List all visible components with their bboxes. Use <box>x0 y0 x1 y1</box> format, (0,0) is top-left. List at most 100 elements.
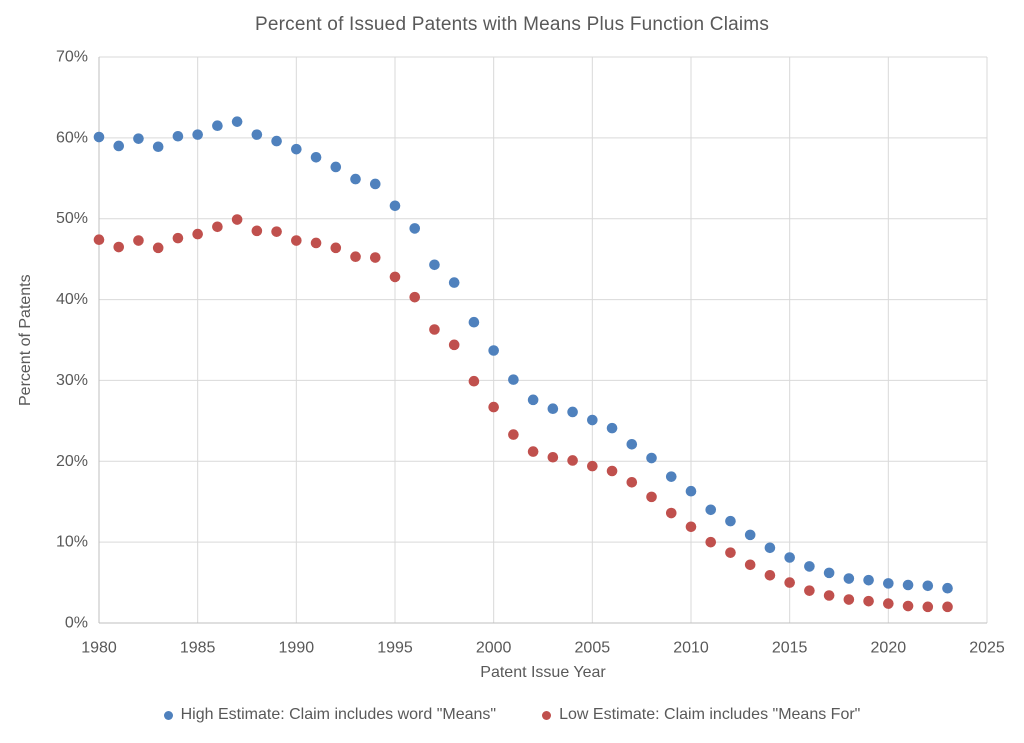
legend-marker-high-icon <box>163 710 173 720</box>
y-tick-label: 10% <box>56 534 88 551</box>
data-point-low-estimate <box>271 226 282 237</box>
data-point-low-estimate <box>468 375 480 387</box>
data-point-low-estimate <box>922 601 934 613</box>
data-point-high-estimate <box>172 130 184 142</box>
data-point-high-estimate <box>251 129 263 140</box>
data-point-low-estimate <box>902 600 914 612</box>
data-point-high-estimate <box>922 580 934 592</box>
y-tick-label: 0% <box>65 615 88 632</box>
x-tick-label: 1980 <box>81 640 117 657</box>
legend-label-low: Low Estimate: Claim includes "Means For" <box>559 706 861 723</box>
data-point-low-estimate <box>883 598 894 609</box>
data-point-low-estimate <box>646 491 657 503</box>
data-point-high-estimate <box>606 422 618 434</box>
data-point-high-estimate <box>409 223 421 234</box>
data-point-high-estimate <box>508 374 519 385</box>
data-point-low-estimate <box>291 235 302 246</box>
data-point-low-estimate <box>409 291 421 303</box>
data-point-high-estimate <box>93 131 105 143</box>
data-point-high-estimate <box>468 316 480 328</box>
x-tick-label: 1990 <box>279 640 315 657</box>
data-point-low-estimate <box>429 324 440 335</box>
data-point-low-estimate <box>725 547 736 558</box>
data-point-low-estimate <box>231 214 243 225</box>
data-point-low-estimate <box>93 234 105 246</box>
data-point-high-estimate <box>330 161 342 173</box>
data-point-low-estimate <box>744 559 756 571</box>
data-point-low-estimate <box>369 252 381 263</box>
data-point-low-estimate <box>508 429 519 440</box>
data-point-low-estimate <box>784 577 795 588</box>
data-point-high-estimate <box>764 542 776 554</box>
y-tick-label: 30% <box>56 372 88 389</box>
x-tick-label: 2000 <box>476 640 512 657</box>
data-point-low-estimate <box>310 237 322 249</box>
data-point-high-estimate <box>784 552 795 563</box>
data-point-high-estimate <box>429 259 440 271</box>
data-point-low-estimate <box>685 521 697 533</box>
data-point-high-estimate <box>883 578 894 589</box>
data-point-high-estimate <box>133 133 144 144</box>
data-point-low-estimate <box>547 451 559 463</box>
x-axis-title: Patent Issue Year <box>480 664 606 681</box>
data-point-low-estimate <box>330 242 342 254</box>
x-tick-label: 2020 <box>871 640 907 657</box>
legend-marker-low-icon <box>542 710 552 720</box>
data-point-high-estimate <box>646 452 657 464</box>
data-point-low-estimate <box>133 235 144 246</box>
data-point-high-estimate <box>547 403 559 415</box>
data-point-low-estimate <box>626 477 638 488</box>
data-point-low-estimate <box>764 569 776 581</box>
data-point-low-estimate <box>251 225 263 237</box>
data-point-high-estimate <box>231 116 243 127</box>
data-point-high-estimate <box>902 579 914 591</box>
data-point-high-estimate <box>310 151 322 163</box>
data-point-high-estimate <box>744 529 756 541</box>
data-point-low-estimate <box>843 594 855 605</box>
legend-item-low-estimate: Low Estimate: Claim includes "Means For" <box>542 706 860 724</box>
data-point-low-estimate <box>389 271 401 283</box>
data-point-high-estimate <box>113 140 125 152</box>
data-point-high-estimate <box>804 561 815 572</box>
data-point-low-estimate <box>113 241 125 253</box>
data-point-high-estimate <box>192 129 203 140</box>
data-point-low-estimate <box>942 601 953 613</box>
data-point-high-estimate <box>291 143 302 155</box>
data-point-high-estimate <box>725 515 736 527</box>
data-point-high-estimate <box>448 277 460 288</box>
data-point-low-estimate <box>804 585 815 596</box>
data-point-high-estimate <box>685 485 697 497</box>
data-point-low-estimate <box>212 221 223 233</box>
legend: High Estimate: Claim includes word "Mean… <box>0 706 1024 724</box>
data-point-low-estimate <box>488 401 499 413</box>
data-point-low-estimate <box>606 465 618 477</box>
data-point-low-estimate <box>192 228 203 240</box>
x-tick-label: 2015 <box>772 640 808 657</box>
data-point-low-estimate <box>587 460 598 472</box>
data-point-high-estimate <box>823 567 835 579</box>
data-point-high-estimate <box>271 135 282 147</box>
data-point-low-estimate <box>863 595 874 607</box>
data-point-high-estimate <box>152 141 164 153</box>
data-point-low-estimate <box>172 232 184 244</box>
x-tick-label: 1985 <box>180 640 216 657</box>
x-tick-label: 2025 <box>969 640 1005 657</box>
data-point-high-estimate <box>843 573 855 584</box>
data-point-high-estimate <box>389 200 401 212</box>
data-point-high-estimate <box>488 345 499 356</box>
data-point-high-estimate <box>942 582 953 594</box>
data-point-high-estimate <box>626 439 638 450</box>
data-point-high-estimate <box>527 394 539 406</box>
x-tick-label: 2010 <box>673 640 709 657</box>
chart-title: Percent of Issued Patents with Means Plu… <box>254 14 770 35</box>
data-point-low-estimate <box>448 339 460 351</box>
legend-item-high-estimate: High Estimate: Claim includes word "Mean… <box>163 706 496 724</box>
data-point-high-estimate <box>567 406 578 418</box>
data-point-high-estimate <box>212 120 223 132</box>
x-tick-label: 2005 <box>575 640 611 657</box>
data-point-low-estimate <box>527 446 539 457</box>
data-point-high-estimate <box>350 173 361 185</box>
data-point-high-estimate <box>665 471 677 482</box>
data-point-low-estimate <box>823 590 835 601</box>
